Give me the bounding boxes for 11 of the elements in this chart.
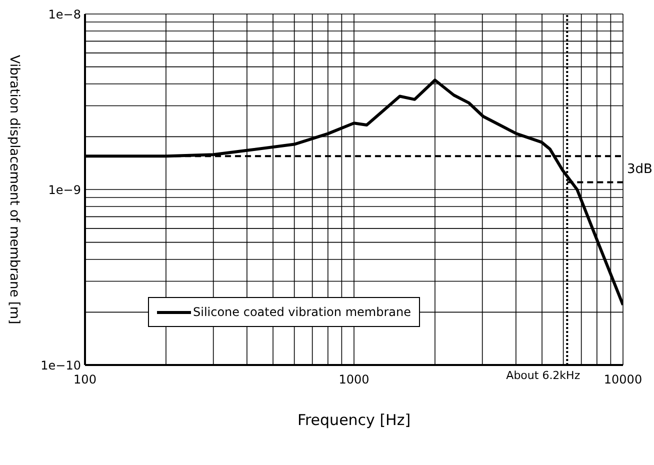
x-tick-label: 10000 [604, 372, 642, 387]
ref-line-label: 3dB [627, 162, 652, 177]
x-axis-title: Frequency [Hz] [297, 411, 411, 429]
y-tick-label: 1e−9 [48, 182, 81, 197]
y-tick-label: 1e−8 [48, 7, 81, 22]
y-tick-label: 1e−10 [40, 358, 81, 372]
x-tick-label: 100 [74, 372, 96, 387]
ref-line-label: About 6.2kHz [506, 368, 580, 382]
legend-label: Silicone coated vibration membrane [193, 305, 411, 319]
x-tick-label: 1000 [338, 372, 370, 387]
y-axis-title: Vibration displacement of membrane [m] [6, 54, 22, 324]
